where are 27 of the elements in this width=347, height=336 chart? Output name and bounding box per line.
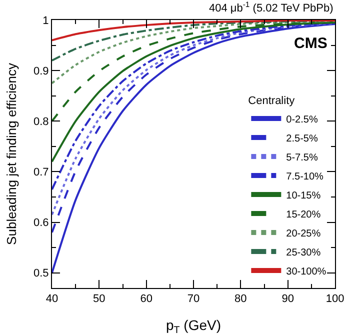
legend-label: 2.5-5% bbox=[286, 133, 318, 144]
x-tick-label: 90 bbox=[282, 293, 294, 306]
legend-label: 0-2.5% bbox=[286, 114, 318, 126]
x-tick-label: 100 bbox=[326, 293, 344, 306]
x-tick-label: 60 bbox=[140, 293, 152, 306]
x-tick-label: 80 bbox=[234, 293, 247, 306]
text: 404 μb$^{-1}$ (5.02 TeV PbPb) bbox=[209, 0, 334, 15]
legend-label: 25-30% bbox=[286, 247, 321, 258]
legend-label: 30-100% bbox=[286, 266, 326, 278]
legend-label: 7.5-10% bbox=[286, 171, 324, 182]
y-tick-label: 1 bbox=[42, 14, 49, 27]
legend-label: 10-15% bbox=[286, 190, 321, 202]
x-tick-label: 50 bbox=[93, 293, 106, 306]
y-tick-label: 0.5 bbox=[34, 268, 49, 280]
legend-label: 15-20% bbox=[286, 209, 321, 220]
y-axis-title: Subleading jet finding efficiency bbox=[4, 62, 19, 245]
legend-label: 5-7.5% bbox=[286, 152, 318, 164]
y-tick-label: 0.7 bbox=[34, 166, 49, 179]
x-axis-title: p$_{T}$ (GeV) bbox=[166, 317, 222, 336]
y-tick-label: 0.8 bbox=[34, 116, 49, 128]
y-tick-label: 0.6 bbox=[34, 217, 49, 230]
x-tick-label: 70 bbox=[187, 293, 200, 306]
annotation: CMS bbox=[294, 35, 328, 52]
legend-label: 20-25% bbox=[286, 228, 321, 240]
x-tick-label: 40 bbox=[46, 293, 58, 306]
y-tick-label: 0.9 bbox=[34, 65, 49, 78]
legend-title: Centrality bbox=[248, 94, 296, 107]
